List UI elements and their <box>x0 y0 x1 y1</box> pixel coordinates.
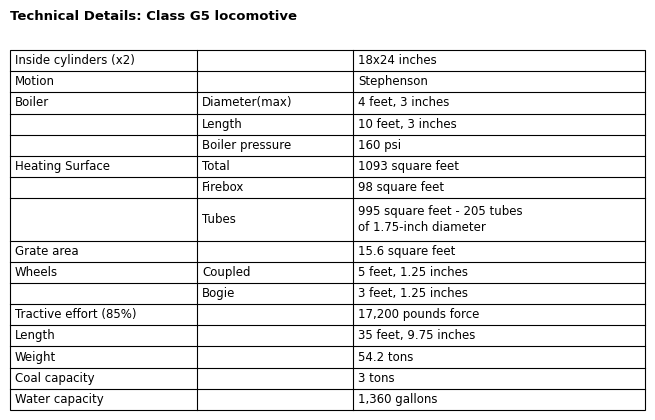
Text: 3 tons: 3 tons <box>358 372 394 385</box>
Text: Weight: Weight <box>15 351 56 364</box>
Text: Tubes: Tubes <box>202 213 236 226</box>
Bar <box>10 50 645 410</box>
Text: Length: Length <box>202 118 243 131</box>
Text: 4 feet, 3 inches: 4 feet, 3 inches <box>358 97 449 110</box>
Text: 1093 square feet: 1093 square feet <box>358 160 459 173</box>
Text: Diameter(max): Diameter(max) <box>202 97 293 110</box>
Text: Boiler: Boiler <box>15 97 49 110</box>
Text: 995 square feet - 205 tubes
of 1.75-inch diameter: 995 square feet - 205 tubes of 1.75-inch… <box>358 205 523 234</box>
Text: 98 square feet: 98 square feet <box>358 181 444 194</box>
Text: Total: Total <box>202 160 230 173</box>
Text: Inside cylinders (x2): Inside cylinders (x2) <box>15 54 135 67</box>
Text: 10 feet, 3 inches: 10 feet, 3 inches <box>358 118 457 131</box>
Text: 54.2 tons: 54.2 tons <box>358 351 413 364</box>
Text: 160 psi: 160 psi <box>358 139 401 152</box>
Text: Technical Details: Class G5 locomotive: Technical Details: Class G5 locomotive <box>10 10 297 23</box>
Text: Boiler pressure: Boiler pressure <box>202 139 291 152</box>
Text: 5 feet, 1.25 inches: 5 feet, 1.25 inches <box>358 266 468 279</box>
Text: Bogie: Bogie <box>202 287 236 300</box>
Text: Length: Length <box>15 329 56 342</box>
Text: Tractive effort (85%): Tractive effort (85%) <box>15 308 136 321</box>
Text: Wheels: Wheels <box>15 266 58 279</box>
Text: Heating Surface: Heating Surface <box>15 160 110 173</box>
Text: 17,200 pounds force: 17,200 pounds force <box>358 308 479 321</box>
Text: Water capacity: Water capacity <box>15 393 103 406</box>
Text: Grate area: Grate area <box>15 245 79 258</box>
Text: 1,360 gallons: 1,360 gallons <box>358 393 438 406</box>
Text: Coal capacity: Coal capacity <box>15 372 94 385</box>
Text: 15.6 square feet: 15.6 square feet <box>358 245 455 258</box>
Text: Coupled: Coupled <box>202 266 251 279</box>
Text: Stephenson: Stephenson <box>358 75 428 88</box>
Text: Firebox: Firebox <box>202 181 245 194</box>
Text: Motion: Motion <box>15 75 55 88</box>
Text: 3 feet, 1.25 inches: 3 feet, 1.25 inches <box>358 287 468 300</box>
Text: 35 feet, 9.75 inches: 35 feet, 9.75 inches <box>358 329 476 342</box>
Text: 18x24 inches: 18x24 inches <box>358 54 437 67</box>
